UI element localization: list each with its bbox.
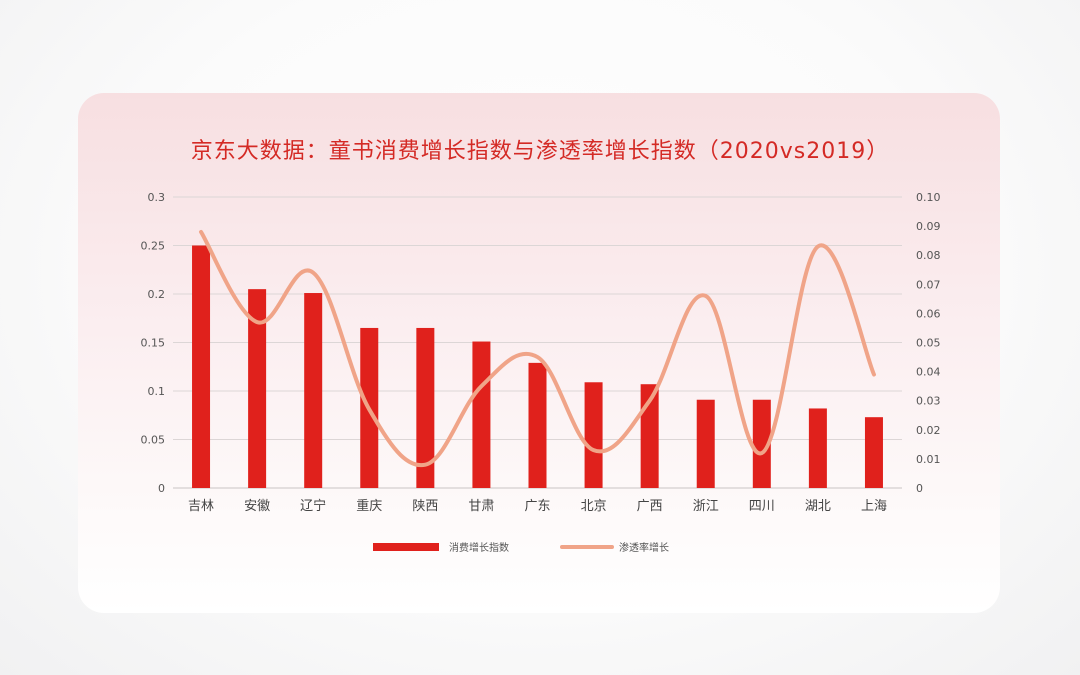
bar bbox=[528, 362, 547, 488]
right-axis-tick-label: 0.05 bbox=[916, 337, 941, 350]
bar bbox=[472, 341, 491, 488]
left-axis-tick-label: 0.25 bbox=[141, 240, 166, 253]
x-axis-category-label: 四川 bbox=[749, 499, 775, 514]
bar bbox=[248, 289, 267, 488]
bar bbox=[864, 417, 883, 488]
left-axis-tick-label: 0.05 bbox=[141, 434, 166, 447]
right-axis-tick-label: 0 bbox=[916, 482, 923, 495]
left-axis-tick-label: 0.1 bbox=[148, 385, 166, 398]
right-axis-tick-label: 0.07 bbox=[916, 278, 941, 291]
left-axis-tick-label: 0.2 bbox=[148, 288, 166, 301]
x-axis-category-label: 吉林 bbox=[188, 499, 214, 514]
right-axis-tick-label: 0.08 bbox=[916, 249, 941, 262]
legend-label-bar: 消费增长指数 bbox=[449, 541, 509, 554]
left-axis-tick-label: 0.15 bbox=[141, 337, 166, 350]
bar bbox=[808, 408, 827, 488]
right-axis-tick-label: 0.06 bbox=[916, 307, 941, 320]
x-axis-category-label: 辽宁 bbox=[300, 498, 326, 514]
left-axis-tick-label: 0 bbox=[158, 482, 165, 495]
x-axis-category-label: 陕西 bbox=[412, 499, 438, 514]
legend-label-line: 渗透率增长 bbox=[619, 541, 669, 554]
x-axis-category-label: 广西 bbox=[637, 499, 663, 514]
legend-swatch-bar bbox=[373, 543, 439, 551]
bar bbox=[192, 245, 211, 488]
bar bbox=[584, 382, 603, 488]
series-line-penetration bbox=[199, 229, 876, 468]
right-axis-tick-label: 0.02 bbox=[916, 424, 941, 437]
right-axis-tick-label: 0.10 bbox=[916, 191, 941, 204]
bar bbox=[752, 399, 771, 488]
x-axis-category-label: 广东 bbox=[524, 499, 550, 514]
right-axis-tick-label: 0.09 bbox=[916, 220, 941, 233]
bar bbox=[416, 327, 435, 488]
x-axis-category-label: 安徽 bbox=[244, 499, 270, 514]
left-axis-tick-label: 0.3 bbox=[148, 191, 166, 204]
bar bbox=[304, 293, 323, 488]
x-axis-category-label: 重庆 bbox=[356, 498, 382, 514]
right-axis-tick-label: 0.01 bbox=[916, 453, 941, 466]
x-axis-category-label: 北京 bbox=[581, 499, 607, 514]
bar bbox=[696, 399, 715, 488]
x-axis-category-label: 湖北 bbox=[805, 499, 831, 514]
x-axis-category-label: 甘肃 bbox=[468, 499, 494, 514]
right-axis-tick-label: 0.04 bbox=[916, 366, 941, 379]
x-axis-category-label: 上海 bbox=[861, 499, 887, 514]
x-axis-category-label: 浙江 bbox=[693, 499, 719, 514]
chart-card bbox=[78, 93, 1000, 613]
right-axis-tick-label: 0.03 bbox=[916, 395, 941, 408]
chart-title: 京东大数据：童书消费增长指数与渗透率增长指数（2020vs2019） bbox=[190, 139, 890, 164]
